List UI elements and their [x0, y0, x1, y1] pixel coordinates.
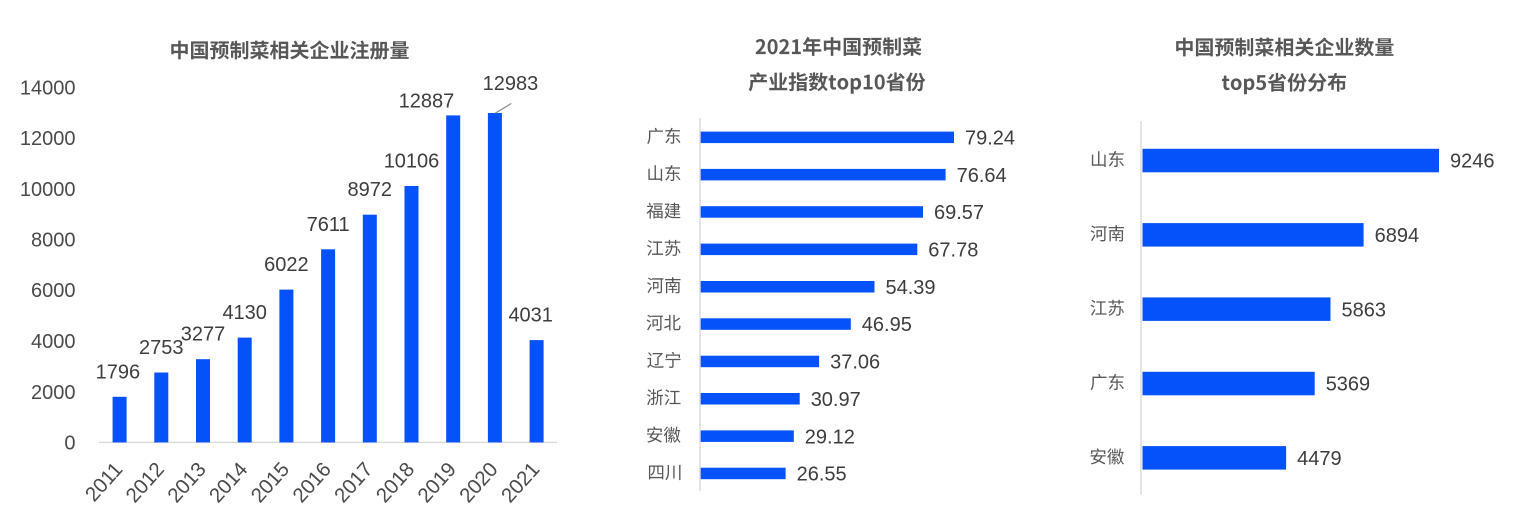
svg-text:2017: 2017: [330, 458, 378, 507]
svg-text:12000: 12000: [20, 128, 76, 150]
svg-text:2015: 2015: [247, 458, 295, 507]
svg-text:9246: 9246: [1450, 151, 1495, 173]
svg-text:4479: 4479: [1297, 448, 1342, 470]
svg-text:10000: 10000: [20, 179, 76, 201]
svg-text:2012: 2012: [121, 458, 169, 507]
svg-text:79.24: 79.24: [965, 128, 1015, 150]
svg-text:30.97: 30.97: [811, 389, 861, 411]
svg-text:54.39: 54.39: [886, 277, 936, 299]
svg-text:0: 0: [64, 433, 75, 455]
svg-text:69.57: 69.57: [934, 202, 984, 224]
svg-text:1796: 1796: [96, 361, 141, 383]
svg-text:4000: 4000: [31, 331, 76, 353]
svg-text:2019: 2019: [413, 458, 461, 507]
svg-text:2011: 2011: [81, 458, 128, 506]
svg-text:2000: 2000: [31, 382, 76, 404]
svg-text:26.55: 26.55: [797, 464, 847, 486]
svg-text:8972: 8972: [348, 179, 393, 201]
svg-text:7611: 7611: [307, 214, 350, 236]
svg-text:4031: 4031: [508, 305, 553, 327]
svg-text:37.06: 37.06: [830, 352, 880, 374]
svg-text:2021: 2021: [497, 458, 545, 507]
svg-text:29.12: 29.12: [805, 426, 855, 448]
svg-text:10106: 10106: [384, 151, 440, 173]
svg-text:76.64: 76.64: [957, 165, 1007, 187]
svg-text:3277: 3277: [181, 324, 226, 346]
svg-text:6022: 6022: [264, 254, 309, 276]
svg-text:8000: 8000: [31, 230, 76, 252]
svg-text:2753: 2753: [139, 337, 184, 359]
svg-text:14000: 14000: [20, 77, 76, 99]
svg-text:67.78: 67.78: [928, 240, 978, 262]
svg-text:2016: 2016: [288, 458, 336, 507]
svg-text:12887: 12887: [399, 90, 455, 112]
svg-text:5369: 5369: [1326, 374, 1371, 396]
svg-text:2020: 2020: [455, 458, 503, 507]
svg-text:5863: 5863: [1342, 299, 1387, 321]
svg-text:12983: 12983: [483, 73, 539, 95]
svg-text:2013: 2013: [163, 458, 211, 507]
svg-text:6894: 6894: [1375, 225, 1420, 247]
svg-text:4130: 4130: [222, 302, 267, 324]
svg-text:2014: 2014: [205, 458, 253, 507]
svg-text:2018: 2018: [372, 458, 420, 507]
svg-text:46.95: 46.95: [862, 314, 912, 336]
svg-text:6000: 6000: [31, 280, 76, 302]
